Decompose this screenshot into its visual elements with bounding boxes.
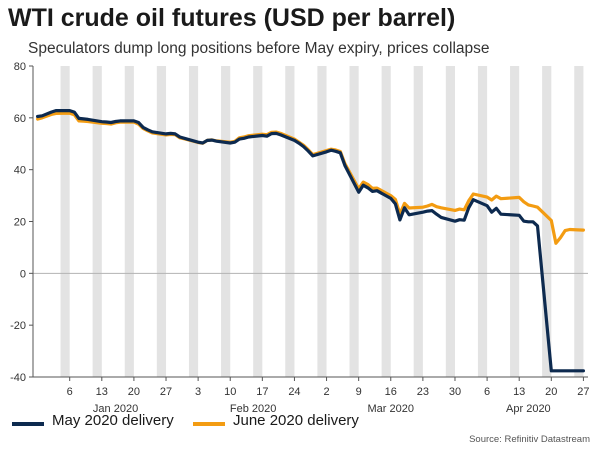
series-lines xyxy=(36,109,585,373)
x-tick-label: 10 xyxy=(224,386,236,398)
weekend-band xyxy=(285,66,295,377)
x-tick-label: 23 xyxy=(417,386,429,398)
x-tick-label: 27 xyxy=(160,386,172,398)
y-tick-label: -40 xyxy=(10,372,26,384)
x-tick-label: 6 xyxy=(484,386,490,398)
x-tick-label: 20 xyxy=(128,386,140,398)
legend-swatch-may xyxy=(12,422,44,426)
chart-subtitle: Speculators dump long positions before M… xyxy=(28,40,490,57)
weekend-band xyxy=(349,66,359,377)
weekend-band xyxy=(510,66,520,377)
x-tick-label: 13 xyxy=(96,386,108,398)
legend-label-may: May 2020 delivery xyxy=(52,412,174,429)
weekend-band xyxy=(477,66,488,377)
x-tick-label: 9 xyxy=(356,386,362,398)
y-tick-label: 0 xyxy=(20,268,26,280)
y-axis: -40 -20 0 20 40 60 80 xyxy=(10,61,588,384)
x-tick-label: 2 xyxy=(323,386,329,398)
weekend-band xyxy=(542,66,552,377)
x-tick-label: 17 xyxy=(256,386,268,398)
x-tick-label: 30 xyxy=(449,386,461,398)
weekend-band xyxy=(124,66,134,377)
weekend-band xyxy=(413,66,423,377)
legend-label-june: June 2020 delivery xyxy=(233,412,359,429)
y-tick-label: -20 xyxy=(10,320,26,332)
weekend-bands xyxy=(60,66,584,377)
weekend-band xyxy=(188,66,199,377)
x-tick-label: 3 xyxy=(195,386,201,398)
month-label: Jan 2020 xyxy=(93,403,138,415)
x-tick-label: 13 xyxy=(513,386,525,398)
x-tick-label: 16 xyxy=(385,386,397,398)
y-tick-label: 80 xyxy=(14,61,26,73)
month-label: Feb 2020 xyxy=(230,403,276,415)
month-label: Apr 2020 xyxy=(506,403,551,415)
weekend-band xyxy=(156,66,167,377)
x-axis: 6 13 20 27 3 10 17 24 2 9 16 23 30 6 13 20 27 Jan 2020 Feb… xyxy=(33,376,590,415)
y-tick-label: 40 xyxy=(14,165,26,177)
weekend-band xyxy=(92,66,102,377)
x-tick-label: 24 xyxy=(288,386,300,398)
x-tick-label: 6 xyxy=(67,386,73,398)
month-label: Mar 2020 xyxy=(368,403,414,415)
y-tick-label: 60 xyxy=(14,113,26,125)
y-tick-label: 20 xyxy=(14,217,26,229)
weekend-band xyxy=(574,66,584,377)
weekend-band xyxy=(317,66,327,377)
source-note: Source: Refinitiv Datastream xyxy=(469,434,590,445)
chart-title: WTI crude oil futures (USD per barrel) xyxy=(8,4,456,32)
x-tick-label: 27 xyxy=(577,386,589,398)
x-tick-label: 20 xyxy=(545,386,557,398)
series-line-may xyxy=(36,109,585,373)
weekend-band xyxy=(381,66,391,377)
weekend-band xyxy=(221,66,231,377)
legend-swatch-june xyxy=(193,422,225,426)
weekend-band xyxy=(60,66,70,377)
weekend-band xyxy=(253,66,263,377)
series-line-june xyxy=(36,111,585,245)
